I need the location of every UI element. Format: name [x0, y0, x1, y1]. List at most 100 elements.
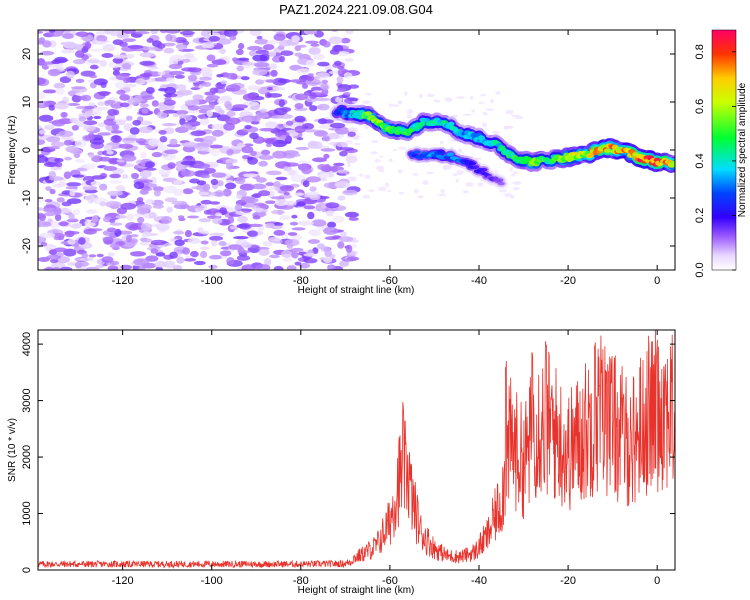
- noise-cell: [344, 58, 354, 62]
- noise-cell: [172, 188, 184, 196]
- noise-cell: [340, 37, 351, 44]
- noise-cell: [128, 224, 139, 231]
- noise-cell: [89, 74, 98, 79]
- noise-cell: [184, 258, 197, 262]
- noise-cell: [303, 253, 317, 257]
- noise-cell: [161, 123, 177, 127]
- noise-cell: [345, 173, 350, 176]
- noise-cell: [164, 86, 177, 95]
- noise-cell: [196, 180, 207, 186]
- noise-cell: [214, 190, 225, 198]
- noise-cell: [347, 159, 351, 165]
- noise-cell: [296, 137, 304, 141]
- noise-cell: [174, 37, 187, 43]
- noise-cell: [198, 192, 210, 196]
- noise-cell: [125, 54, 135, 59]
- noise-cell: [315, 205, 328, 210]
- noise-cell: [248, 223, 263, 228]
- noise-cell: [150, 30, 159, 35]
- noise-cell: [53, 82, 66, 89]
- noise-cell: [226, 162, 234, 170]
- noise-cell: [76, 31, 89, 37]
- noise-cell: [323, 153, 330, 159]
- noise-cell: [42, 40, 52, 48]
- noise-cell: [346, 256, 360, 261]
- noise-cell: [337, 241, 345, 249]
- noise-cell: [348, 217, 359, 221]
- noise-cell: [412, 173, 419, 176]
- noise-cell: [125, 115, 133, 121]
- noise-cell: [258, 160, 268, 167]
- noise-cell: [99, 172, 108, 179]
- noise-cell: [343, 72, 353, 79]
- noise-cell: [265, 200, 277, 204]
- noise-cell: [279, 185, 294, 192]
- noise-cell: [351, 101, 358, 103]
- noise-cell: [134, 30, 150, 35]
- noise-cell: [47, 68, 61, 77]
- noise-cell: [126, 234, 132, 243]
- noise-cell: [177, 215, 185, 219]
- noise-cell: [291, 214, 298, 219]
- x-tick-label: -60: [382, 275, 398, 287]
- noise-cell: [182, 188, 194, 195]
- noise-cell: [398, 192, 405, 195]
- noise-cell: [236, 65, 244, 72]
- y-tick-label: 0: [21, 147, 33, 153]
- noise-cell: [426, 171, 435, 175]
- noise-cell: [242, 93, 257, 101]
- noise-cell: [55, 161, 63, 168]
- noise-cell: [287, 232, 298, 236]
- noise-cell: [313, 130, 328, 137]
- noise-cell: [307, 73, 315, 77]
- noise-cell: [342, 189, 358, 196]
- noise-cell: [321, 79, 328, 85]
- noise-cell: [179, 118, 186, 126]
- noise-cell: [478, 101, 485, 104]
- noise-cell: [185, 109, 200, 114]
- noise-cell: [256, 35, 263, 40]
- noise-cell: [38, 102, 45, 106]
- noise-cell: [198, 67, 213, 75]
- noise-cell: [280, 50, 294, 56]
- noise-cell: [322, 135, 331, 142]
- noise-cell: [302, 83, 308, 89]
- noise-cell: [309, 194, 321, 201]
- x-tick-label: -80: [293, 275, 309, 287]
- noise-cell: [73, 59, 86, 65]
- noise-cell: [136, 197, 144, 203]
- noise-cell: [295, 146, 310, 151]
- noise-cell: [102, 44, 116, 52]
- noise-cell: [209, 254, 222, 260]
- noise-cell: [239, 183, 255, 191]
- noise-cell: [338, 94, 348, 99]
- snr-series-line: [38, 330, 675, 569]
- noise-cell: [93, 106, 109, 111]
- noise-cell: [492, 130, 500, 134]
- noise-cell: [339, 150, 348, 157]
- noise-cell: [251, 183, 267, 190]
- noise-cell: [397, 100, 403, 105]
- noise-cell: [85, 266, 100, 270]
- noise-cell: [291, 35, 300, 43]
- noise-cell: [374, 159, 381, 163]
- noise-cell: [88, 254, 97, 258]
- x-tick-label: -120: [112, 575, 134, 587]
- noise-cell: [38, 212, 44, 216]
- noise-cell: [211, 129, 224, 137]
- noise-cell: [208, 264, 218, 269]
- noise-cell: [169, 138, 178, 146]
- noise-cell: [83, 120, 98, 126]
- noise-cell: [139, 179, 153, 184]
- colorbar: 0.0 0.2 0.4 0.6 0.8 Normalized spectral ampl…: [694, 29, 748, 278]
- noise-cell: [45, 186, 52, 191]
- noise-cell: [309, 105, 318, 112]
- noise-cell: [255, 49, 269, 55]
- noise-cell: [252, 193, 262, 199]
- noise-cell: [168, 63, 183, 70]
- ridge-cell: [446, 152, 454, 157]
- noise-cell: [177, 89, 193, 96]
- noise-cell: [122, 83, 137, 88]
- noise-cell: [309, 186, 317, 192]
